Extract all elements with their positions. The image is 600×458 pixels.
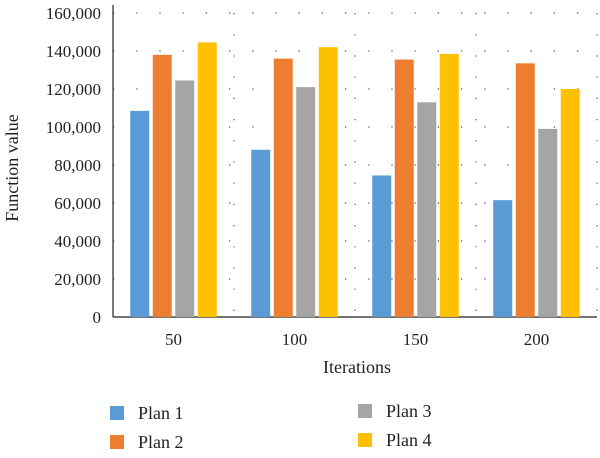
y-tick-labels: 0 20,000 40,000 60,000 80,000 100,000 120,000 1… xyxy=(46,4,101,327)
bar-plan-4-100 xyxy=(318,47,338,317)
x-tick-label: 100 xyxy=(282,330,308,349)
legend-label: Plan 4 xyxy=(386,430,432,450)
bar-plan-4-50 xyxy=(197,42,217,317)
legend-swatch xyxy=(110,406,124,420)
bar-plan-1-200 xyxy=(493,200,513,317)
legend-item: Plan 3 xyxy=(358,401,432,421)
y-tick-label: 160,000 xyxy=(46,4,101,23)
bar-plan-1-50 xyxy=(130,110,150,317)
bar-plan-2-200 xyxy=(515,63,535,317)
bar-plan-2-100 xyxy=(273,58,293,317)
bar-plan-2-50 xyxy=(152,54,172,318)
x-tick-label: 50 xyxy=(165,330,182,349)
legend-label: Plan 1 xyxy=(138,403,184,423)
x-axis-title: Iterations xyxy=(323,357,391,377)
legend-swatch xyxy=(358,433,372,447)
bar-plan-2-150 xyxy=(394,59,414,318)
bar-plan-3-150 xyxy=(417,102,437,317)
x-tick-label: 200 xyxy=(524,330,550,349)
legend-swatch xyxy=(358,404,372,418)
y-tick-label: 100,000 xyxy=(46,118,101,137)
legend-item: Plan 2 xyxy=(110,432,184,452)
legend-label: Plan 2 xyxy=(138,432,184,452)
bar-plan-4-150 xyxy=(439,53,459,317)
legend: Plan 1 Plan 2 Plan 3 Plan 4 xyxy=(110,401,432,452)
y-axis-title: Function value xyxy=(2,114,22,221)
bars xyxy=(130,42,580,318)
legend-item: Plan 4 xyxy=(358,430,432,450)
bar-plan-3-50 xyxy=(175,80,195,317)
bar-plan-3-100 xyxy=(296,87,316,317)
y-tick-label: 20,000 xyxy=(54,270,101,289)
y-tick-label: 120,000 xyxy=(46,80,101,99)
x-tick-label: 150 xyxy=(403,330,429,349)
y-tick-label: 140,000 xyxy=(46,42,101,61)
bar-plan-1-100 xyxy=(251,149,271,317)
y-tick-label: 80,000 xyxy=(54,156,101,175)
y-tick-label: 0 xyxy=(93,308,102,327)
bar-plan-4-200 xyxy=(560,89,580,317)
legend-item: Plan 1 xyxy=(110,403,184,423)
bar-plan-1-150 xyxy=(372,175,392,317)
x-tick-labels: 50 100 150 200 xyxy=(165,330,549,349)
y-tick-label: 60,000 xyxy=(54,194,101,213)
y-tick-label: 40,000 xyxy=(54,232,101,251)
legend-label: Plan 3 xyxy=(386,401,432,421)
legend-swatch xyxy=(110,435,124,449)
bar-plan-3-200 xyxy=(538,128,558,317)
